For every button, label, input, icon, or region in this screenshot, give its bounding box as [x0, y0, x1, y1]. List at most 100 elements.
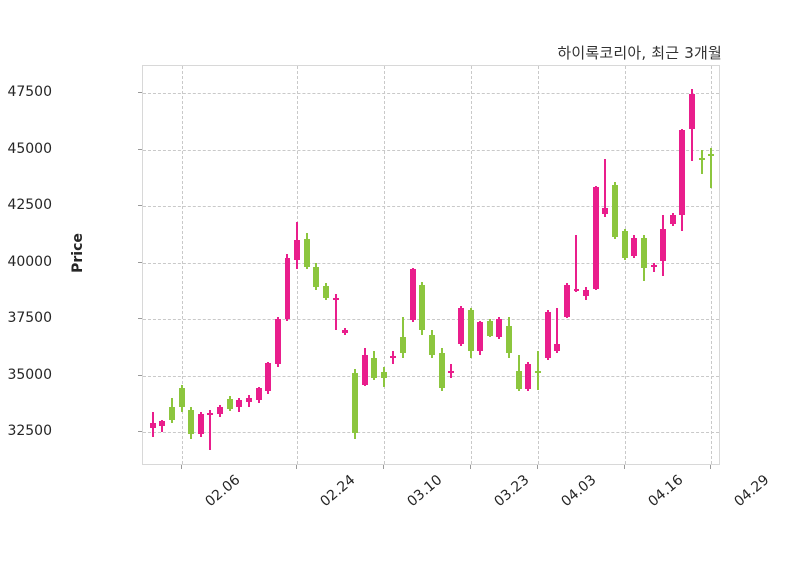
y-axis-tick-label: 37500 [7, 310, 52, 327]
candle-up [284, 66, 291, 464]
candle-up [573, 66, 580, 464]
candle-body [178, 388, 185, 408]
candle-up [245, 66, 252, 464]
candle-up [159, 66, 166, 464]
candle-up [409, 66, 416, 464]
candle-body [506, 325, 513, 353]
candle-body [467, 310, 474, 351]
x-axis-tick-mark [180, 465, 182, 469]
candle-up [390, 66, 397, 464]
y-axis-tick-label: 45000 [7, 140, 52, 157]
candle-body [284, 258, 291, 320]
candle-body [621, 230, 628, 259]
candle-down [515, 66, 522, 464]
candle-down [178, 66, 185, 464]
candle-down [380, 66, 387, 464]
candle-wick [209, 409, 212, 451]
y-axis-tick-mark [138, 205, 142, 207]
candle-body [573, 288, 580, 291]
candle-down [486, 66, 493, 464]
candle-body [592, 186, 599, 289]
y-axis-tick-label: 42500 [7, 197, 52, 214]
candle-body [660, 228, 667, 262]
y-axis-tick-label: 40000 [7, 253, 52, 270]
candle-body [534, 371, 541, 374]
x-axis-tick-label: 03.23 [490, 472, 532, 511]
candle-body [698, 157, 705, 160]
candle-down [323, 66, 330, 464]
candle-down [313, 66, 320, 464]
candle-body [708, 154, 715, 157]
candle-body [650, 264, 657, 268]
candle-body [294, 240, 301, 261]
candle-body [496, 319, 503, 338]
candle-up [448, 66, 455, 464]
candle-body [679, 130, 686, 216]
candle-body [274, 319, 281, 365]
candle-up [207, 66, 214, 464]
y-axis-tick-label: 47500 [7, 84, 52, 101]
candle-down [303, 66, 310, 464]
candle-up [554, 66, 561, 464]
candle-wick [536, 350, 539, 391]
candle-down [621, 66, 628, 464]
candle-body [612, 184, 619, 237]
candle-down [708, 66, 715, 464]
gridline-horizontal [143, 432, 719, 434]
candle-body [303, 238, 310, 268]
y-axis-tick-mark [138, 148, 142, 150]
candle-body [457, 307, 464, 344]
candle-body [255, 388, 262, 401]
candle-body [429, 334, 435, 356]
candle-down [371, 66, 378, 464]
candle-body [188, 409, 195, 435]
gridline-vertical [624, 66, 626, 464]
candle-up [457, 66, 464, 464]
candle-body [544, 312, 551, 358]
candle-body [390, 356, 397, 359]
candle-up [669, 66, 676, 464]
gridline-horizontal [143, 149, 719, 151]
candle-body [563, 285, 570, 317]
candle-up [149, 66, 156, 464]
x-axis-tick-mark [536, 465, 538, 469]
candle-wick [575, 235, 578, 292]
candle-body [554, 343, 561, 351]
y-axis-tick-mark [138, 318, 142, 320]
candle-down [400, 66, 407, 464]
gridline-vertical [711, 66, 713, 464]
gridline-horizontal [143, 375, 719, 377]
candle-wick [710, 148, 713, 189]
candle-body [640, 237, 647, 269]
candle-down [438, 66, 445, 464]
x-axis-tick-label: 04.03 [558, 472, 600, 511]
candle-body [265, 363, 272, 392]
gridline-vertical [470, 66, 472, 464]
x-axis-tick-label: 02.06 [201, 472, 243, 511]
candle-body [197, 414, 204, 435]
candle-body [245, 398, 252, 402]
plot-area [142, 65, 720, 465]
candle-down [640, 66, 647, 464]
candle-body [226, 399, 233, 410]
y-axis-title: Price [69, 233, 86, 273]
candle-body [371, 357, 378, 378]
y-axis-tick-mark [138, 431, 142, 433]
candle-up [660, 66, 667, 464]
candle-down [226, 66, 233, 464]
candle-up [361, 66, 368, 464]
candle-wick [652, 262, 655, 272]
candle-up [265, 66, 272, 464]
candle-body [631, 237, 638, 256]
candle-wick [604, 158, 607, 218]
gridline-vertical [181, 66, 183, 464]
candle-body [583, 289, 590, 297]
gridline-vertical [537, 66, 539, 464]
candle-up [274, 66, 281, 464]
candle-body [313, 267, 320, 288]
x-axis-tick-label: 04.16 [645, 472, 687, 511]
candle-body [409, 269, 416, 321]
gridline-horizontal [143, 319, 719, 321]
candle-up [496, 66, 503, 464]
